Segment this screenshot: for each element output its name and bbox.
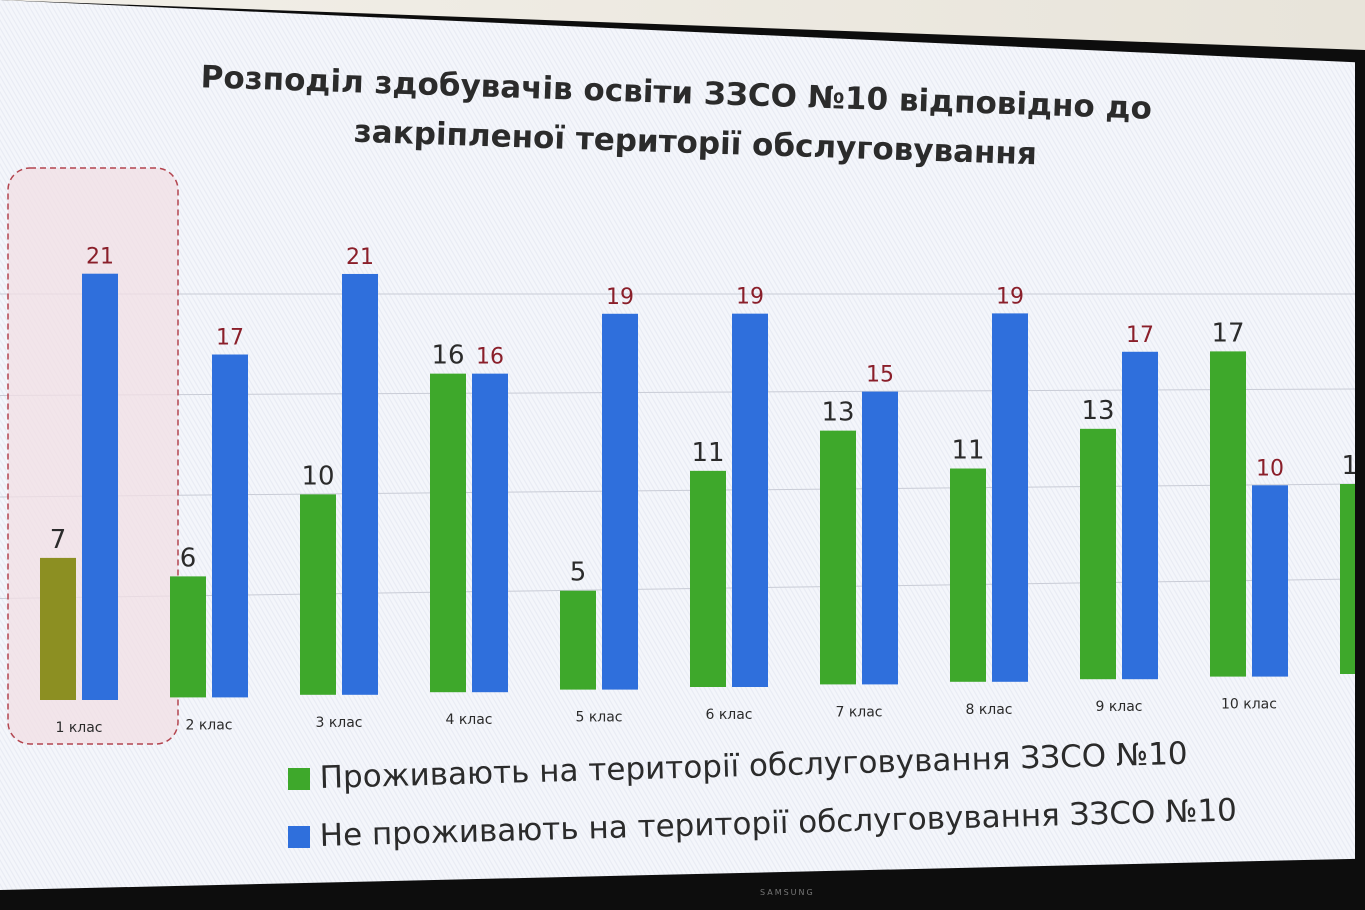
bar-nonresident <box>342 273 378 695</box>
bar-resident <box>1210 351 1246 677</box>
tv-brand-label: SAMSUNG <box>760 888 815 897</box>
bar-resident <box>430 373 466 693</box>
data-label-nonresident: 16 <box>476 345 504 370</box>
data-label-nonresident: 10 <box>1256 456 1284 481</box>
bar-resident <box>560 590 596 690</box>
chart-title-line-2: закріпленої території обслуговування <box>353 114 1037 173</box>
category-label: 7 клас <box>835 704 882 720</box>
tv-screen: Розподіл здобувачів освіти ЗЗСО №10 відп… <box>0 0 1355 890</box>
data-label-resident: 16 <box>431 341 464 371</box>
data-label-nonresident: 19 <box>996 284 1024 309</box>
bar-resident <box>820 430 856 685</box>
data-label-resident: 5 <box>570 558 587 588</box>
category-label: 4 клас <box>445 712 492 728</box>
data-label-nonresident: 15 <box>866 363 894 388</box>
category-label: 2 клас <box>185 717 232 733</box>
legend-swatch-resident <box>288 768 310 790</box>
data-label-nonresident: 21 <box>86 245 114 270</box>
legend-swatch-nonresident <box>288 826 310 848</box>
legend: Проживають на території обслуговування З… <box>288 736 1237 854</box>
bar-nonresident <box>732 313 768 687</box>
legend-label-nonresident: Не проживають на території обслуговуванн… <box>319 792 1237 854</box>
legend-label-resident: Проживають на території обслуговування З… <box>319 736 1188 796</box>
data-label-resident: 10 <box>1341 451 1355 481</box>
category-label: 6 клас <box>705 707 752 723</box>
data-label-nonresident: 17 <box>1126 323 1154 348</box>
category-label: 5 клас <box>575 710 622 726</box>
category-label: 8 клас <box>965 702 1012 718</box>
bar-nonresident <box>992 313 1028 682</box>
data-label-resident: 6 <box>180 543 197 573</box>
data-label-nonresident: 19 <box>736 285 764 310</box>
data-label-resident: 13 <box>821 398 854 428</box>
bar-resident <box>1340 484 1355 674</box>
category-label: 3 клас <box>315 715 362 731</box>
bar-nonresident <box>82 273 118 700</box>
data-label-nonresident: 21 <box>346 245 374 270</box>
category-label: 9 клас <box>1095 699 1142 715</box>
bar-nonresident <box>1252 485 1288 677</box>
bar-resident <box>950 468 986 682</box>
bar-resident <box>300 494 336 695</box>
data-label-resident: 7 <box>50 525 67 555</box>
bar-nonresident <box>212 354 248 698</box>
bar-nonresident <box>472 373 508 693</box>
bar-nonresident <box>862 391 898 685</box>
data-label-resident: 17 <box>1211 318 1244 348</box>
bar-resident <box>1080 428 1116 680</box>
data-label-resident: 11 <box>691 438 724 468</box>
bar-nonresident <box>1122 351 1158 680</box>
bar-nonresident <box>602 313 638 690</box>
bar-resident <box>690 470 726 687</box>
data-label-resident: 10 <box>301 461 334 491</box>
category-label: 10 клас <box>1221 697 1277 713</box>
data-label-resident: 11 <box>951 436 984 466</box>
data-label-nonresident: 17 <box>216 326 244 351</box>
bar-resident <box>170 576 206 698</box>
data-label-nonresident: 19 <box>606 285 634 310</box>
data-label-resident: 13 <box>1081 396 1114 426</box>
bars: 7 21 1 клас 6 17 2 клас 10 21 3 клас 16 16 4 клас 5 1… <box>40 245 1355 736</box>
chart-title-line-1: Розподіл здобувачів освіти ЗЗСО №10 відп… <box>200 59 1152 127</box>
bar-chart: Розподіл здобувачів освіти ЗЗСО №10 відп… <box>0 59 1355 854</box>
category-label: 1 клас <box>55 720 102 736</box>
bar-resident <box>40 557 76 700</box>
